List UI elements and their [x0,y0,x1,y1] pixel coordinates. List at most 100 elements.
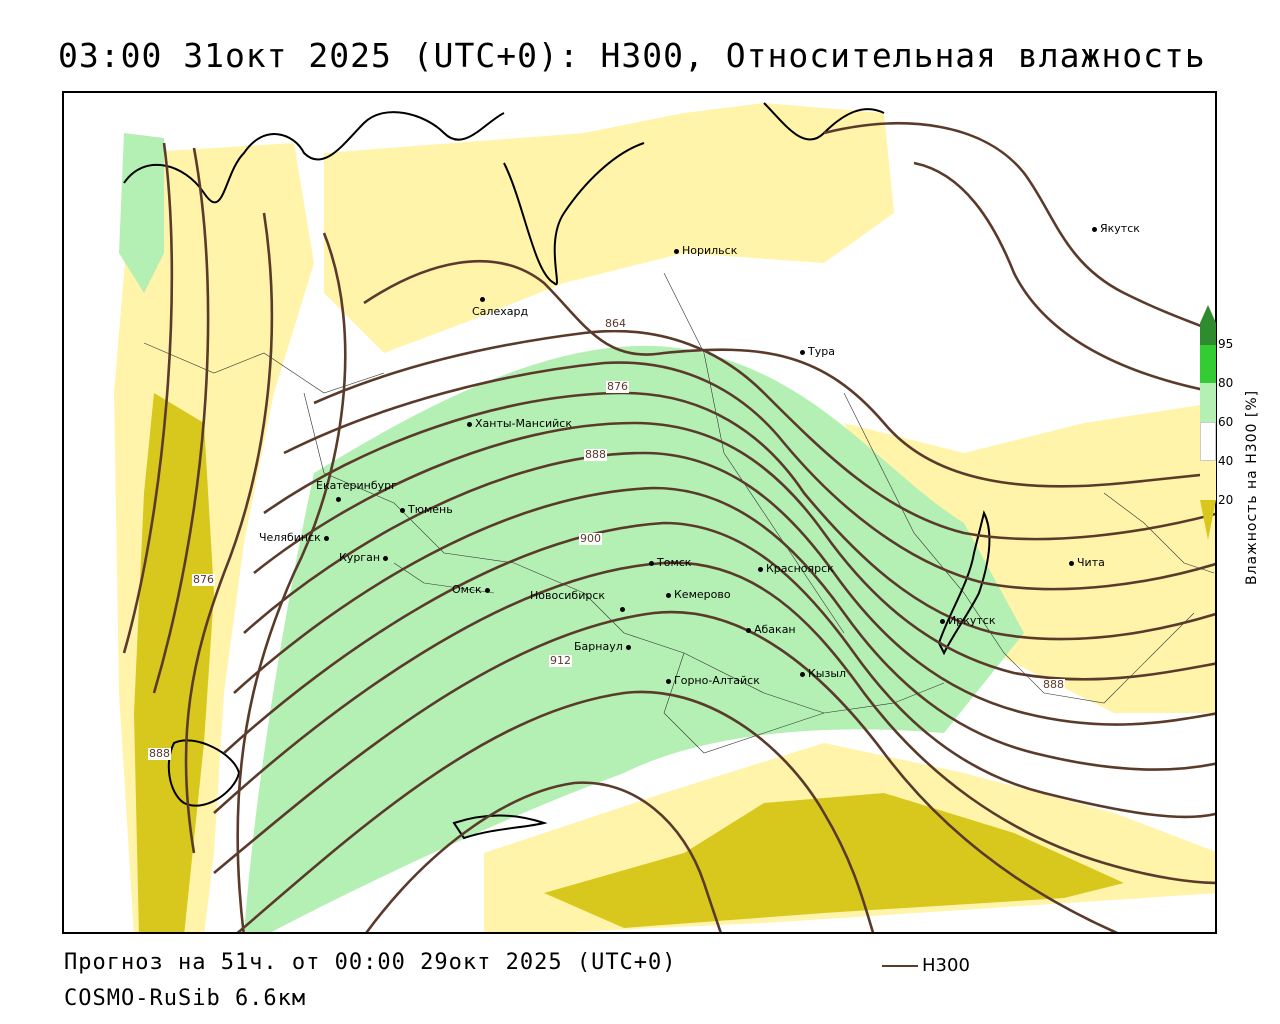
series-key: H300 [882,955,970,976]
caspian-outline [167,739,241,807]
city-marker: Новосибирск [530,589,605,602]
city-label: Тура [808,345,835,358]
city-marker [480,292,488,305]
city-label: Чита [1077,556,1105,569]
city-dot-icon [625,644,631,650]
city-label: Барнаул [574,640,623,653]
city-dot-icon [800,671,805,677]
city-dot-icon [383,555,389,561]
city-marker: Томск [649,556,691,569]
city-dot-icon [1069,560,1074,566]
series-line-icon [882,965,918,967]
legend-title: Влажность на H300 [%] [1244,389,1260,585]
city-label: Ханты-Мансийск [475,417,572,430]
city-marker: Иркутск [940,614,995,627]
coastlines [123,102,991,840]
legend-tick: 95 [1218,337,1234,351]
city-dot-icon [336,496,341,502]
map-title: 03:00 31окт 2025 (UTC+0): H300, Относите… [58,36,1206,75]
model-name: COSMO-RuSib 6.6км [64,986,307,1011]
city-dot-icon [1092,226,1097,232]
legend-arrow-bottom-icon [1200,500,1216,540]
legend-tick: 40 [1218,454,1234,468]
legend-swatch-40-60 [1200,422,1216,461]
city-label: Екатеринбург [316,479,397,492]
humidity-fields [114,103,1215,932]
very-dry-zone-west [134,393,214,932]
city-marker: Кызыл [800,667,846,680]
city-marker [336,492,344,505]
city-marker: Якутск [1092,222,1140,235]
legend-tick: 20 [1218,493,1234,507]
legend-swatch-80-95 [1200,345,1216,383]
contour-label: 888 [148,747,171,760]
city-marker: Екатеринбург [316,479,397,492]
contour-label: 900 [579,532,602,545]
map-canvas [114,102,1215,932]
contour-label: 876 [192,573,215,586]
city-marker: Чита [1069,556,1105,569]
city-dot-icon [746,627,751,633]
city-dot-icon [323,535,329,541]
map-panel: 864 876 888 900 912 876 888 888 Якутск Н… [62,91,1217,934]
city-label: Якутск [1100,222,1140,235]
city-marker: Ханты-Мансийск [467,417,572,430]
city-marker: Кемерово [666,588,731,601]
legend-arrow-top-icon [1200,305,1216,323]
city-marker: Тура [800,345,835,358]
city-dot-icon [940,618,945,624]
contour-label: 876 [606,380,629,393]
city-dot-icon [674,248,679,254]
dry-zone-north [324,103,894,353]
legend-swatch-20-40 [1200,461,1216,500]
city-label: Новосибирск [530,589,606,602]
city-marker: Горно-Алтайск [666,674,760,687]
h300-contours [122,122,1215,932]
city-dot-icon [484,587,490,593]
city-marker: Барнаул [574,640,634,653]
humidity-legend: 95 80 60 40 20 [1198,305,1278,545]
city-label: Красноярск [766,562,834,575]
city-marker [620,602,628,615]
contour-label: 864 [604,317,627,330]
city-label: Горно-Алтайск [674,674,760,687]
city-marker: Салехард [472,305,528,318]
baikal-lake [937,510,991,656]
city-marker: Омск [452,583,493,596]
city-label: Салехард [472,305,529,318]
contour-label: 912 [549,654,572,667]
city-marker: Челябинск [259,531,332,544]
city-dot-icon [620,606,625,612]
city-label: Кемерово [674,588,731,601]
city-label: Иркутск [948,614,996,627]
very-dry-zone-south [544,793,1124,928]
series-key-label: H300 [922,955,970,976]
legend-swatch-gt95 [1200,323,1216,345]
city-label: Челябинск [259,531,321,544]
legend-tick: 80 [1218,376,1234,390]
city-label: Курган [339,551,381,564]
balkhash-outline [452,814,548,840]
moist-band-north [119,133,164,293]
city-marker: Тюмень [400,503,453,516]
city-dot-icon [666,592,671,598]
legend-swatch-60-80 [1200,383,1216,422]
city-marker: Красноярск [758,562,834,575]
city-dot-icon [467,421,472,427]
city-label: Тюмень [408,503,453,516]
city-dot-icon [758,566,763,572]
contour-label: 888 [584,448,607,461]
city-marker: Абакан [746,623,796,636]
city-label: Омск [452,583,482,596]
legend-tick: 60 [1218,415,1234,429]
city-dot-icon [800,349,805,355]
city-marker: Норильск [674,244,737,257]
city-dot-icon [400,507,405,513]
city-marker: Курган [339,551,391,564]
city-dot-icon [480,296,485,302]
city-label: Кызыл [808,667,847,680]
city-label: Норильск [682,244,738,257]
city-label: Абакан [754,623,796,636]
contour-label: 888 [1042,678,1065,691]
forecast-info: Прогноз на 51ч. от 00:00 29окт 2025 (UTC… [64,950,677,975]
